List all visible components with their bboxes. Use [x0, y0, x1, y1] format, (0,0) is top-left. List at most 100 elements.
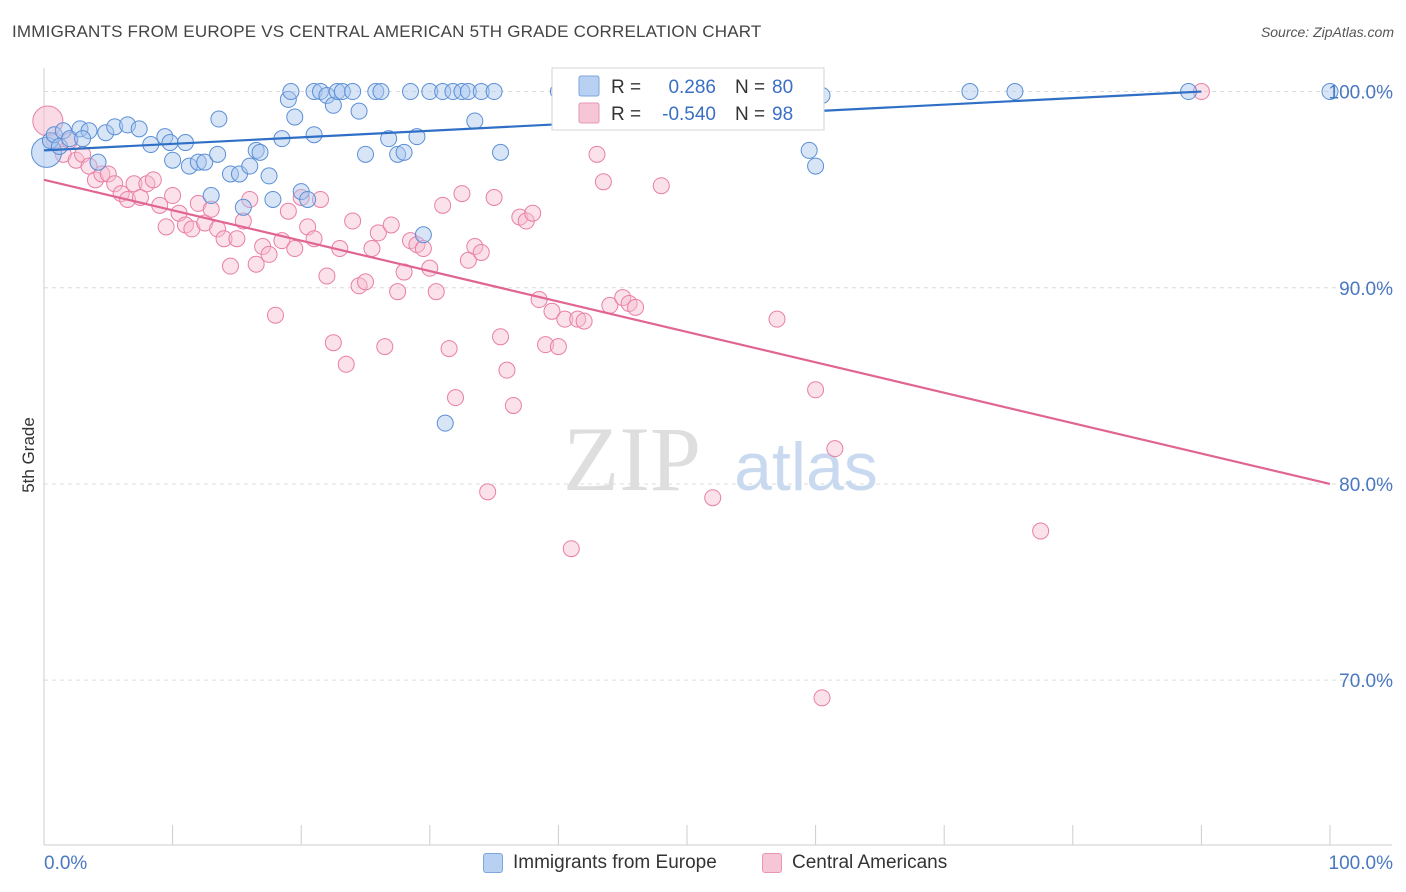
y-tick-label-90: 90.0%	[1339, 279, 1393, 300]
tick-labels: 70.0% 80.0% 90.0% 100.0% 0.0% 100.0%	[44, 83, 1393, 874]
europe-point	[961, 83, 979, 101]
europe-point	[305, 126, 323, 144]
europe-point	[251, 143, 269, 161]
central-americans-point	[549, 338, 567, 356]
central-americans-point	[1032, 522, 1050, 540]
europe-point	[436, 414, 454, 432]
points-immigrants-from-europe	[31, 83, 1339, 432]
central-americans-point	[537, 336, 555, 354]
europe-point	[324, 96, 342, 114]
central-americans-point	[376, 338, 394, 356]
europe-point	[89, 153, 107, 171]
central-americans-point	[202, 200, 220, 218]
europe-point	[130, 120, 148, 138]
europe-point	[286, 108, 304, 126]
europe-point	[189, 153, 207, 171]
europe-point	[453, 83, 471, 101]
central-americans-point	[524, 204, 542, 222]
legend-n-value-pink: 98	[772, 104, 793, 125]
legend-swatch-europe	[483, 853, 503, 873]
central-americans-point	[498, 361, 516, 379]
europe-point	[459, 83, 477, 101]
central-americans-point	[530, 291, 548, 309]
central-americans-point	[292, 189, 310, 206]
central-americans-point	[434, 196, 452, 214]
central-americans-point	[447, 389, 465, 407]
axes	[43, 68, 1392, 846]
central-americans-point	[382, 216, 400, 234]
central-americans-point	[543, 302, 561, 320]
europe-point	[807, 157, 825, 175]
central-americans-point	[594, 173, 612, 191]
central-americans-point	[556, 310, 574, 328]
central-americans-point	[125, 175, 143, 193]
central-americans-point	[286, 240, 304, 258]
central-americans-point	[144, 171, 162, 189]
legend-n-value-blue: 80	[772, 77, 793, 98]
central-americans-point	[440, 340, 458, 358]
europe-point	[161, 134, 179, 152]
legend-swatch-central-americans	[762, 853, 782, 873]
legend-item-central-americans: Central Americans	[762, 852, 947, 874]
central-americans-point	[652, 177, 670, 195]
central-americans-point	[106, 175, 124, 193]
central-americans-point	[369, 224, 387, 242]
watermark-atlas: atlas	[734, 429, 878, 505]
watermark: ZIP atlas	[563, 408, 878, 510]
europe-point	[234, 198, 252, 216]
europe-point	[164, 151, 182, 169]
central-americans-point	[562, 540, 580, 558]
central-americans-point	[228, 230, 246, 248]
x-tick-label-100: 100.0%	[1329, 853, 1394, 874]
central-americans-point	[813, 689, 831, 707]
europe-point	[389, 145, 407, 163]
europe-point	[264, 190, 282, 208]
central-americans-point	[247, 255, 265, 273]
central-americans-point	[318, 267, 336, 285]
europe-point	[466, 112, 484, 130]
central-americans-point	[453, 185, 471, 203]
legend-top: R = 0.286 N = 80 R = -0.540 N = 98	[551, 67, 825, 131]
legend-r-value-blue: 0.286	[668, 77, 716, 98]
europe-point	[472, 83, 490, 101]
europe-point	[421, 83, 439, 101]
europe-point	[1006, 83, 1024, 101]
central-americans-point	[414, 240, 432, 258]
europe-point	[350, 102, 368, 120]
central-americans-point	[421, 259, 439, 277]
europe-point	[299, 190, 317, 208]
legend-n-label-blue: N =	[735, 77, 765, 98]
central-americans-point	[504, 396, 522, 414]
central-americans-point	[627, 298, 645, 316]
europe-point	[1321, 83, 1339, 101]
europe-point	[210, 110, 228, 128]
central-americans-point	[215, 230, 233, 248]
central-americans-point	[260, 245, 278, 263]
europe-point	[202, 187, 220, 205]
central-americans-point	[324, 334, 342, 352]
central-americans-point	[99, 165, 117, 183]
central-americans-point	[466, 238, 484, 256]
central-americans-point	[807, 381, 825, 399]
legend-item-europe: Immigrants from Europe	[483, 852, 717, 874]
central-americans-point	[768, 310, 786, 328]
central-americans-point	[80, 157, 98, 175]
y-axis-label: 5th Grade	[19, 417, 38, 493]
trend-line-central-americans	[43, 178, 1331, 486]
central-americans-point	[389, 283, 407, 301]
central-americans-point	[569, 310, 587, 328]
europe-point	[492, 143, 510, 161]
europe-point	[260, 167, 278, 185]
europe-point	[372, 83, 390, 101]
europe-point	[209, 145, 227, 163]
central-americans-point	[492, 328, 510, 346]
central-americans-point	[164, 187, 182, 205]
europe-point	[380, 130, 398, 148]
central-americans-point	[485, 189, 503, 206]
legend-swatch-blue	[578, 75, 600, 97]
europe-point	[414, 226, 432, 244]
central-americans-point	[704, 489, 722, 507]
europe-point	[74, 130, 92, 148]
central-americans-point	[472, 243, 490, 261]
